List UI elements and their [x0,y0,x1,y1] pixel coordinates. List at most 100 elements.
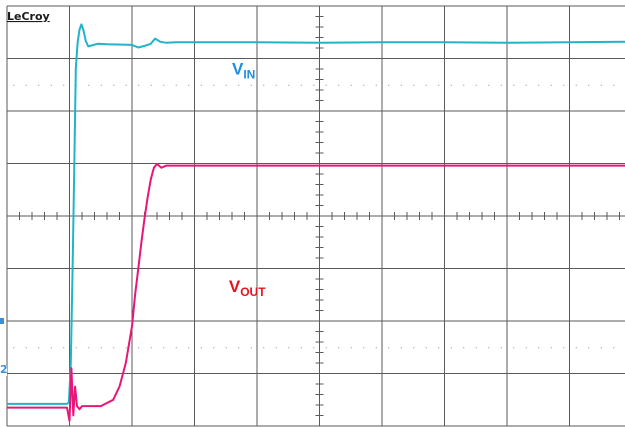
grid-dot [513,347,515,349]
grid-dot [425,347,427,349]
grid-dot [200,347,202,349]
label-vout: VOUT [229,277,266,299]
grid-dot [288,84,290,86]
grid-dot [575,347,577,349]
grid-dot [250,347,252,349]
grid-dot [188,84,190,86]
grid-dot [550,84,552,86]
grid-dot [538,347,540,349]
grid-dot [50,84,52,86]
graticule [6,5,625,427]
grid-dot [425,84,427,86]
grid-dot [525,84,527,86]
channel-markers: 2 [0,318,8,376]
grid-dot [125,84,127,86]
grid-dot [63,347,65,349]
grid-dot [613,84,615,86]
grid-dot [600,347,602,349]
grid-dot [213,84,215,86]
grid-dot [438,347,440,349]
grid-dot [50,347,52,349]
grid-dot [325,84,327,86]
grid-dot [375,84,377,86]
grid-dot [350,347,352,349]
grid-dot [225,347,227,349]
vin-marker [0,318,4,324]
grid-dot [400,347,402,349]
grid-dot [338,347,340,349]
grid-dot [238,84,240,86]
grid-dot [175,84,177,86]
grid-dot [263,347,265,349]
grid-dot [400,84,402,86]
trace-vin [7,23,625,405]
grid-dot [438,84,440,86]
grid-dot [488,84,490,86]
grid-dot [588,84,590,86]
traces [7,23,625,422]
grid-dot [188,347,190,349]
grid-dot [63,84,65,86]
grid-dot [263,84,265,86]
grid-dot [500,84,502,86]
grid-dot [175,347,177,349]
grid-dot [113,84,115,86]
grid-dot [600,84,602,86]
grid-dot [613,347,615,349]
grid-dot [275,347,277,349]
grid-dot [225,84,227,86]
grid-dot [138,347,140,349]
grid-dot [350,84,352,86]
grid-dot [588,347,590,349]
grid-dot [475,84,477,86]
grid-dot [150,84,152,86]
grid-dot [550,347,552,349]
grid-dot [25,347,27,349]
grid-dot [450,84,452,86]
grid-dot [500,347,502,349]
grid-dot [538,84,540,86]
channel-2-marker-bg [0,366,7,376]
grid-dot [325,347,327,349]
grid-dot [100,347,102,349]
grid-dot [375,347,377,349]
grid-dot [88,84,90,86]
grid-dot [338,84,340,86]
grid-dot [75,347,77,349]
grid-dot [525,347,527,349]
trace-labels: VIN VOUT [229,59,266,299]
trace-vout [7,163,625,422]
grid-dot [450,347,452,349]
grid-dot [463,347,465,349]
grid-dot [163,84,165,86]
grid-dot [88,347,90,349]
grid-dot [463,84,465,86]
grid-dot [38,84,40,86]
grid-dot [200,84,202,86]
grid-dot [150,347,152,349]
grid-dot [275,84,277,86]
grid-dot [38,347,40,349]
grid-dot [288,347,290,349]
grid-dot [113,347,115,349]
grid-dot [388,84,390,86]
grid-dot [475,347,477,349]
channel-2-marker: 2 [0,363,8,376]
grid-dot [13,84,15,86]
grid-dot [513,84,515,86]
grid-dot [25,84,27,86]
grid-dot [313,84,315,86]
grid-dot [300,347,302,349]
grid-dot [488,347,490,349]
label-vin: VIN [232,59,255,81]
grid-dot [238,347,240,349]
grid-dot [413,347,415,349]
grid-dot [13,347,15,349]
grid-dot [363,347,365,349]
grid-dot [575,84,577,86]
grid-dot [563,347,565,349]
grid-dot [300,84,302,86]
grid-dot [388,347,390,349]
grid-dot [138,84,140,86]
